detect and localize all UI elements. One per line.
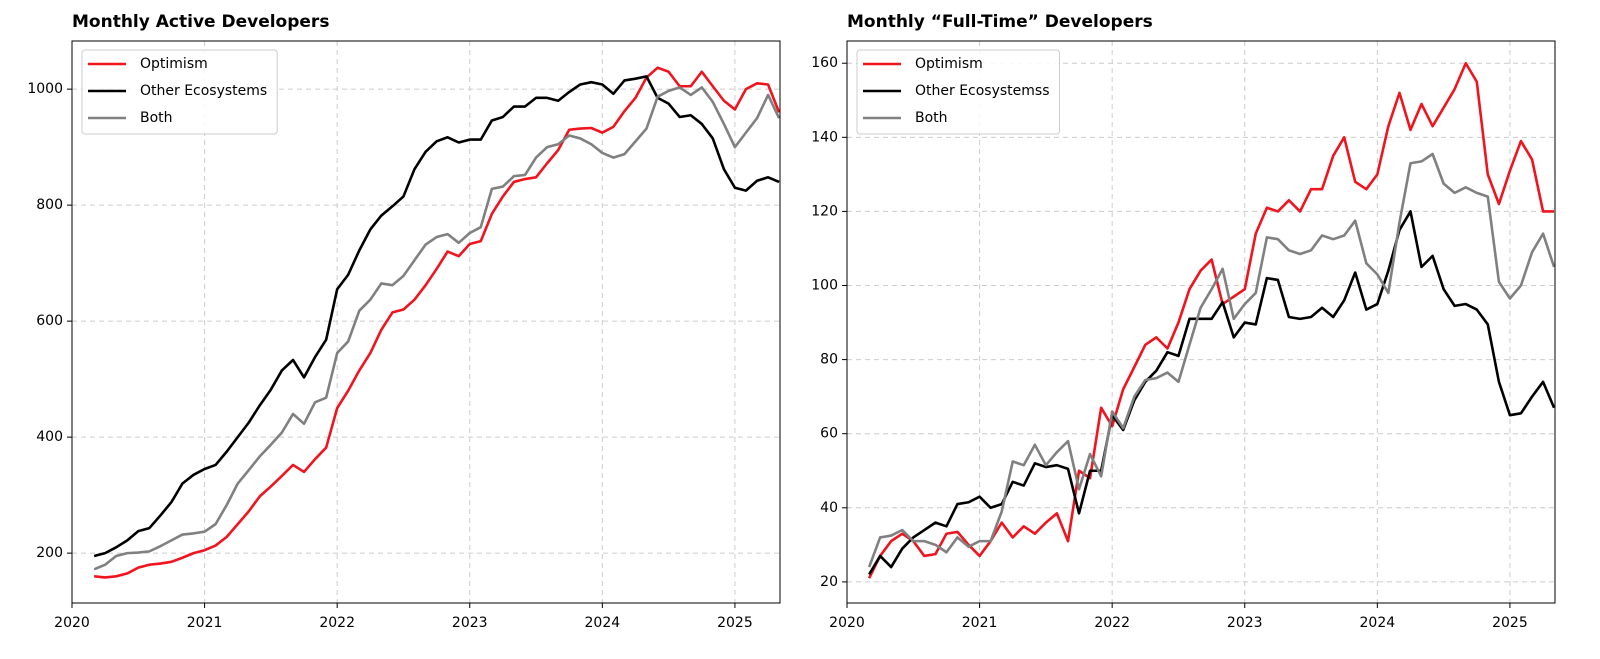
series-line bbox=[93, 86, 780, 571]
chart-title: Monthly “Full-Time” Developers bbox=[847, 12, 1153, 32]
legend-label: Both bbox=[140, 110, 173, 126]
subplot: Monthly Active Developers 2020 2021 2022 202… bbox=[27, 12, 781, 631]
legend-box bbox=[81, 49, 278, 135]
series-line bbox=[94, 66, 780, 579]
x-tick-label: 2023 bbox=[1227, 615, 1263, 631]
legend-label: Other Ecosystems bbox=[140, 83, 267, 99]
legend: Optimism Other Ecosystems Both bbox=[81, 49, 278, 135]
y-tick-label: 80 bbox=[820, 352, 838, 368]
y-tick-label: 120 bbox=[811, 203, 838, 219]
x-tick-label: 2024 bbox=[585, 615, 621, 631]
legend-label: Optimism bbox=[915, 56, 983, 72]
x-tick-label: 2021 bbox=[962, 615, 998, 631]
y-tick-label: 600 bbox=[36, 313, 63, 329]
y-tick-label: 800 bbox=[36, 197, 63, 213]
x-tick-label: 2020 bbox=[54, 615, 90, 631]
subplot: Monthly “Full-Time” Developers 2020 2021 20… bbox=[811, 12, 1556, 631]
y-tick-label: 60 bbox=[820, 426, 838, 442]
legend-box bbox=[856, 49, 1061, 135]
legend: Optimism Other Ecosystemss Both bbox=[856, 49, 1061, 135]
y-tick-label: 200 bbox=[36, 545, 63, 561]
x-tick-label: 2025 bbox=[717, 615, 753, 631]
axes-frame bbox=[71, 40, 781, 604]
x-tick-label: 2021 bbox=[187, 615, 223, 631]
series-line bbox=[93, 75, 780, 558]
chart-title: Monthly Active Developers bbox=[72, 12, 329, 32]
y-tick-label: 1000 bbox=[27, 81, 63, 97]
x-tick-label: 2020 bbox=[829, 615, 865, 631]
y-tick-label: 100 bbox=[811, 278, 838, 294]
y-tick-label: 20 bbox=[820, 574, 838, 590]
legend-label: Optimism bbox=[140, 56, 208, 72]
x-tick-label: 2023 bbox=[452, 615, 488, 631]
series-line bbox=[868, 210, 1555, 576]
series-line bbox=[867, 61, 1555, 579]
x-tick-label: 2022 bbox=[319, 615, 355, 631]
legend-label: Other Ecosystemss bbox=[915, 83, 1050, 99]
series-line bbox=[867, 152, 1555, 568]
x-tick-label: 2025 bbox=[1492, 615, 1528, 631]
y-tick-label: 40 bbox=[820, 500, 838, 516]
x-tick-label: 2022 bbox=[1094, 615, 1130, 631]
y-tick-label: 160 bbox=[811, 55, 838, 71]
x-tick-label: 2024 bbox=[1360, 615, 1396, 631]
y-tick-label: 140 bbox=[811, 129, 838, 145]
y-tick-label: 400 bbox=[36, 429, 63, 445]
axes-frame bbox=[846, 40, 1556, 604]
legend-label: Both bbox=[915, 110, 948, 126]
